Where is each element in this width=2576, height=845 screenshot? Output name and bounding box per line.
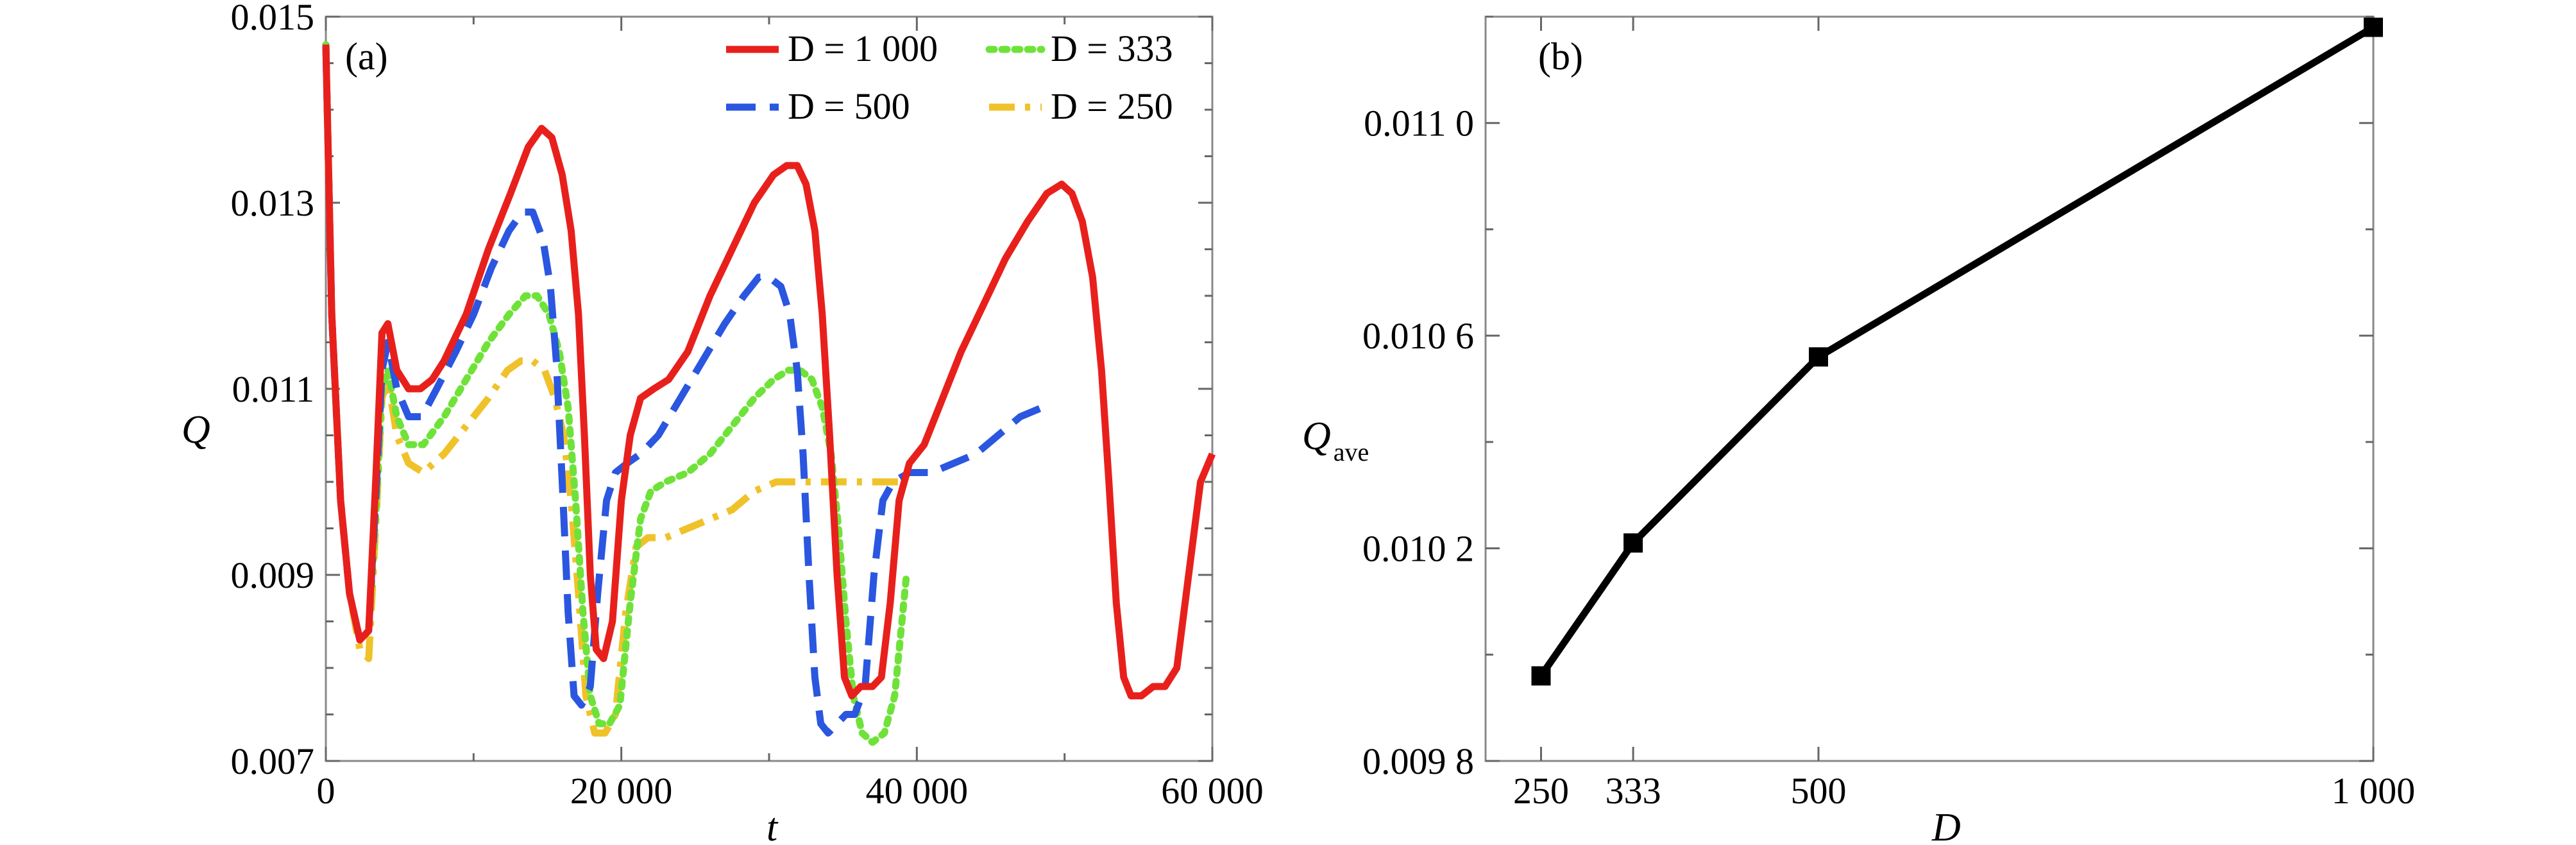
- panel-a-series: [322, 41, 1216, 746]
- data-point-marker: [2364, 17, 2383, 37]
- series-line: [1538, 24, 2375, 678]
- y-tick-label: 0.011 0: [1364, 103, 1474, 144]
- x-tick-label: 250: [1513, 770, 1569, 812]
- x-tick-label: 20 000: [570, 770, 673, 812]
- x-tick-label: 500: [1791, 770, 1847, 812]
- legend-label: D = 1 000: [788, 28, 938, 69]
- panel-b-y-axis-title-sub: ave: [1334, 438, 1369, 466]
- panel-b-series: [1531, 17, 2383, 686]
- data-point-marker: [1531, 666, 1551, 686]
- panel-a-y-tick-labels: 0.007 0.009 0.011 0.013 0.015: [231, 0, 315, 782]
- legend-label: D = 333: [1051, 28, 1173, 69]
- legend-label: D = 500: [788, 85, 910, 127]
- panel-a-x-tick-labels: 0 20 000 40 000 60 000: [317, 770, 1264, 812]
- panel-a-y-axis-title: Q: [182, 408, 210, 452]
- series-line: [322, 44, 1044, 737]
- panel-b-y-axis-title-main: Q: [1302, 414, 1331, 458]
- panel-b-tag: (b): [1538, 35, 1583, 78]
- y-tick-label: 0.009: [231, 554, 315, 596]
- x-tick-label: 60 000: [1161, 770, 1264, 812]
- y-tick-label: 0.015: [231, 0, 315, 38]
- y-tick-label: 0.013: [231, 182, 315, 224]
- panel-b-ticks: [1486, 15, 2375, 762]
- series-line: [322, 41, 910, 746]
- y-tick-label: 0.009 8: [1362, 740, 1474, 782]
- legend-label: D = 250: [1051, 85, 1173, 127]
- panel-b-x-axis-title: D: [1931, 806, 1961, 845]
- data-point-marker: [1809, 347, 1828, 367]
- panel-a-x-axis-title: t: [767, 806, 779, 845]
- series-line: [322, 44, 1216, 699]
- panel-a-legend: D = 1 000 D = 333 D = 500 D = 250: [726, 28, 1173, 127]
- y-tick-label: 0.007: [231, 740, 315, 782]
- data-point-marker: [1623, 533, 1643, 553]
- panel-a-tag: (a): [345, 35, 388, 78]
- panel-b-y-tick-labels: 0.009 8 0.010 2 0.010 6 0.011 0: [1362, 103, 1474, 782]
- x-tick-label: 333: [1606, 770, 1661, 812]
- panel-a: 0.007 0.009 0.011 0.013 0.015 0 20 000 40 000 6…: [182, 0, 1264, 845]
- x-tick-label: 40 000: [866, 770, 969, 812]
- y-tick-label: 0.010 6: [1362, 315, 1474, 357]
- x-tick-label: 1 000: [2332, 770, 2416, 812]
- panel-b-x-tick-labels: 250 333 500 1 000: [1513, 770, 2415, 812]
- y-tick-label: 0.011: [232, 368, 314, 410]
- panel-b: 0.009 8 0.010 2 0.010 6 0.011 0 250 333 500 1 …: [1302, 15, 2415, 845]
- panel-b-frame: [1484, 15, 2375, 762]
- x-tick-label: 0: [317, 770, 335, 812]
- y-tick-label: 0.010 2: [1362, 528, 1474, 570]
